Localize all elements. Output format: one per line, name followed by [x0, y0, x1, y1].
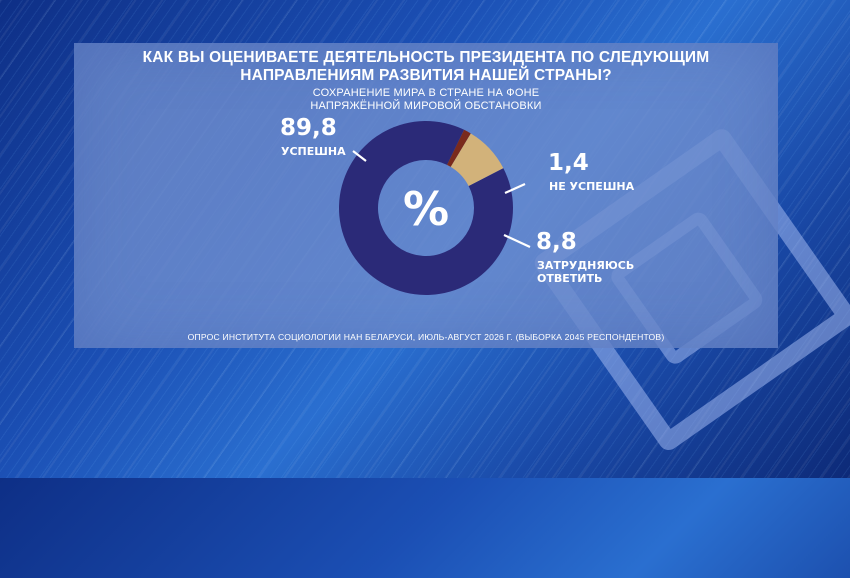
subtitle-line-2: НАПРЯЖЁННОЙ МИРОВОЙ ОБСТАНОВКИ	[310, 100, 542, 112]
slice-label-2-1: ОТВЕТИТЬ	[537, 272, 602, 285]
donut-slice-0	[338, 120, 513, 295]
slice-labels: 89,8 УСПЕШНА 1,4 НЕ УСПЕШНА 8,8 ЗАТРУДНЯЮСЬОТ…	[280, 115, 635, 285]
chart-subtitle: СОХРАНЕНИЕ МИРА В СТРАНЕ НА ФОНЕ НАПРЯЖЁ…	[74, 87, 778, 113]
donut-slice-1	[447, 129, 471, 167]
leader-line-1	[504, 182, 526, 195]
survey-source-note: ОПРОС ИНСТИТУТА СОЦИОЛОГИИ НАН БЕЛАРУСИ,…	[187, 332, 665, 342]
slice-label-1-0: НЕ УСПЕШНА	[549, 180, 635, 193]
subtitle-line-1: СОХРАНЕНИЕ МИРА В СТРАНЕ НА ФОНЕ	[312, 87, 540, 99]
title-line-2: НАПРАВЛЕНИЯМ РАЗВИТИЯ НАШЕЙ СТРАНЫ?	[240, 67, 612, 84]
title-line-1: КАК ВЫ ОЦЕНИВАЕТЕ ДЕЯТЕЛЬНОСТЬ ПРЕЗИДЕНТ…	[142, 49, 710, 66]
donut-slice-2	[450, 133, 504, 186]
percent-symbol: %	[403, 182, 449, 236]
slice-label-2-0: ЗАТРУДНЯЮСЬ	[537, 259, 634, 272]
slice-value-0: 89,8	[280, 115, 337, 141]
chart-panel: КАК ВЫ ОЦЕНИВАЕТЕ ДЕЯТЕЛЬНОСТЬ ПРЕЗИДЕНТ…	[74, 43, 778, 348]
donut-chart: 89,8 УСПЕШНА 1,4 НЕ УСПЕШНА 8,8 ЗАТРУДНЯЮСЬОТ…	[280, 115, 635, 295]
leader-line-0	[352, 150, 367, 162]
slice-label-0-0: УСПЕШНА	[281, 145, 346, 158]
chart-title: КАК ВЫ ОЦЕНИВАЕТЕ ДЕЯТЕЛЬНОСТЬ ПРЕЗИДЕНТ…	[74, 49, 778, 85]
leader-lines	[352, 150, 531, 248]
donut-slices	[338, 120, 513, 295]
slice-value-1: 1,4	[548, 150, 589, 176]
leader-line-2	[503, 234, 531, 248]
slice-value-2: 8,8	[536, 229, 577, 255]
